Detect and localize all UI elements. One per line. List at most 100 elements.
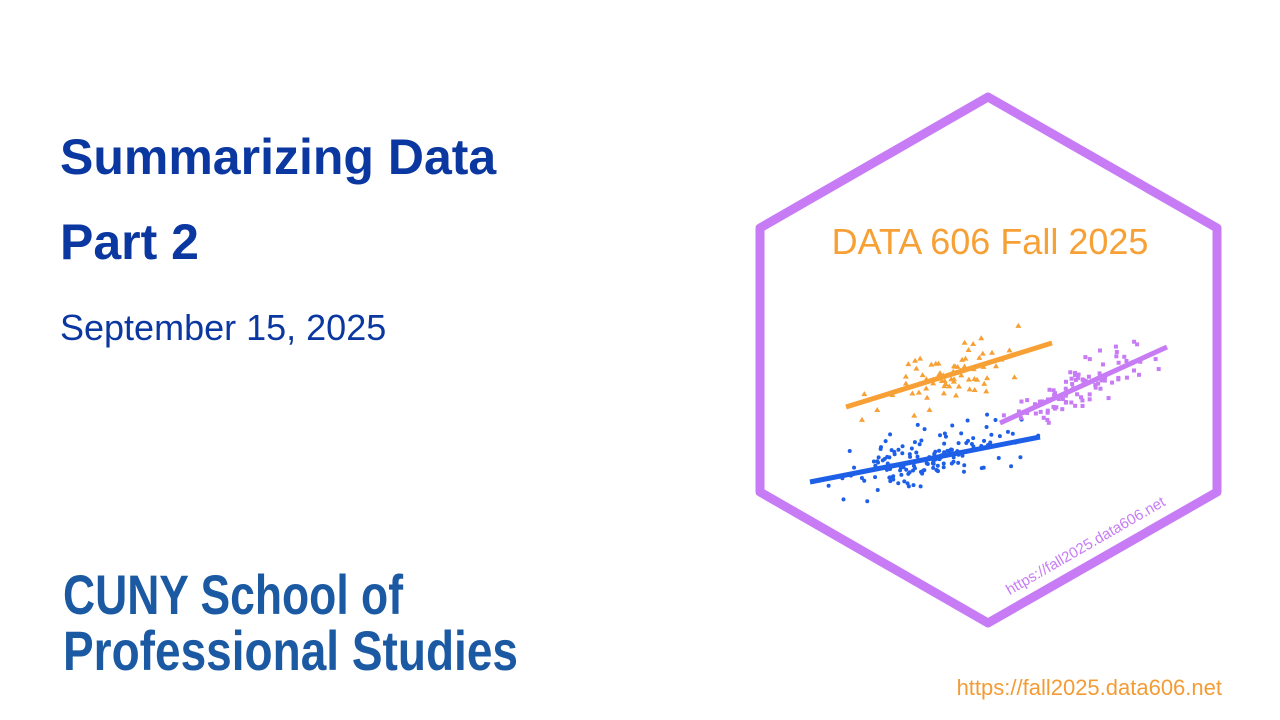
scatter-triangle bbox=[915, 389, 922, 395]
scatter-dot bbox=[900, 451, 905, 456]
scatter-dot bbox=[887, 455, 892, 460]
scatter-dot bbox=[906, 471, 911, 476]
scatter-square bbox=[1070, 381, 1075, 386]
scatter-dot bbox=[826, 483, 831, 488]
scatter-dot bbox=[937, 448, 942, 453]
scatter-triangle bbox=[858, 416, 865, 422]
scatter-dot bbox=[876, 460, 881, 465]
scatter-dot bbox=[891, 477, 896, 482]
scatter-triangle bbox=[961, 339, 968, 345]
scatter-dot bbox=[993, 418, 998, 423]
scatter-square bbox=[1056, 397, 1061, 402]
scatter-dot bbox=[841, 497, 846, 502]
scatter-dot bbox=[908, 454, 913, 459]
scatter-triangle bbox=[937, 370, 944, 376]
scatter-triangle bbox=[926, 407, 933, 413]
scatter-square bbox=[1132, 339, 1137, 344]
scatter-dot bbox=[904, 467, 909, 472]
scatter-triangle bbox=[946, 383, 953, 389]
scatter-square bbox=[1076, 372, 1081, 377]
scatter-dot bbox=[921, 468, 926, 473]
scatter-dot bbox=[1010, 431, 1015, 436]
scatter-square bbox=[1075, 376, 1080, 381]
footer-url: https://fall2025.data606.net bbox=[957, 675, 1222, 700]
scatter-square bbox=[1051, 388, 1056, 393]
scatter-dot bbox=[971, 436, 976, 441]
scatter-square bbox=[1153, 357, 1158, 362]
scatter-triangle bbox=[1015, 322, 1022, 328]
scatter-dot bbox=[966, 438, 971, 443]
scatter-square bbox=[1073, 403, 1078, 408]
scatter-square bbox=[1019, 399, 1024, 404]
scatter-square bbox=[1080, 398, 1085, 403]
scatter-square bbox=[1087, 397, 1092, 402]
scatter-dot bbox=[898, 468, 903, 473]
scatter-square bbox=[1073, 373, 1078, 378]
scatter-square bbox=[1052, 393, 1057, 398]
scatter-dot bbox=[911, 468, 916, 473]
scatter-square bbox=[1025, 398, 1030, 403]
scatter-square bbox=[1093, 385, 1098, 390]
trend-line bbox=[998, 344, 1169, 426]
scatter-dot bbox=[932, 451, 937, 456]
scatter-square bbox=[1113, 344, 1118, 349]
scatter-square bbox=[1037, 399, 1042, 404]
scatter-triangle bbox=[942, 380, 949, 386]
scatter-dot bbox=[871, 459, 876, 464]
scatter-square bbox=[1041, 415, 1046, 420]
scatter-triangle bbox=[955, 383, 962, 389]
scatter-dot bbox=[888, 432, 893, 437]
scatter-square bbox=[1131, 368, 1136, 373]
scatter-dot bbox=[941, 465, 946, 470]
scatter-dot bbox=[905, 481, 910, 486]
scatter-triangle bbox=[874, 407, 881, 413]
scatter-dot bbox=[876, 455, 881, 460]
scatter-triangle bbox=[981, 380, 988, 386]
scatter-dot bbox=[942, 431, 947, 436]
scatter-triangle bbox=[979, 350, 986, 356]
scatter-triangle bbox=[952, 392, 959, 398]
trend-line bbox=[845, 340, 1053, 410]
scatter-dot bbox=[859, 476, 864, 481]
scatter-dot bbox=[945, 448, 950, 453]
scatter-triangle bbox=[928, 361, 935, 367]
scatter-triangle bbox=[993, 363, 1000, 369]
scatter-triangle bbox=[958, 372, 965, 378]
scatter-square bbox=[1045, 417, 1050, 422]
scatter-dot bbox=[981, 465, 986, 470]
scatter-square bbox=[1114, 354, 1119, 359]
scatter-triangle bbox=[940, 390, 947, 396]
scatter-dot bbox=[912, 440, 917, 445]
scatter-triangle bbox=[984, 375, 991, 381]
slide-title: Summarizing Data bbox=[60, 129, 497, 185]
scatter-dot bbox=[949, 447, 954, 452]
scatter-dot bbox=[956, 441, 961, 446]
scatter-square bbox=[1124, 375, 1129, 380]
scatter-square bbox=[1156, 367, 1161, 372]
scatter-dot bbox=[888, 479, 893, 484]
scatter-dot bbox=[918, 484, 923, 489]
scatter-dot bbox=[879, 445, 884, 450]
scatter-triangle bbox=[959, 356, 966, 362]
scatter-dot bbox=[938, 433, 943, 438]
scatter-dot bbox=[875, 487, 880, 492]
scatter-triangle bbox=[965, 376, 972, 382]
scatter-dot bbox=[931, 465, 936, 470]
scatter-dot bbox=[985, 412, 990, 417]
scatter-dot bbox=[852, 465, 857, 470]
scatter-dot bbox=[949, 461, 954, 466]
scatter-square bbox=[1116, 360, 1121, 365]
scatter-dot bbox=[909, 446, 914, 451]
scatter-square bbox=[1087, 357, 1092, 362]
scatter-dot bbox=[902, 479, 907, 484]
scatter-dot bbox=[982, 438, 987, 443]
scatter-dot bbox=[997, 434, 1002, 439]
slide-date: September 15, 2025 bbox=[60, 307, 386, 348]
scatter-dot bbox=[862, 478, 867, 483]
scatter-square bbox=[1045, 408, 1050, 413]
logo-line: Professional Studies bbox=[63, 619, 518, 682]
scatter-dot bbox=[943, 434, 948, 439]
scatter-triangle bbox=[911, 412, 918, 418]
scatter-dot bbox=[887, 475, 892, 480]
scatter-triangle bbox=[1006, 347, 1013, 353]
